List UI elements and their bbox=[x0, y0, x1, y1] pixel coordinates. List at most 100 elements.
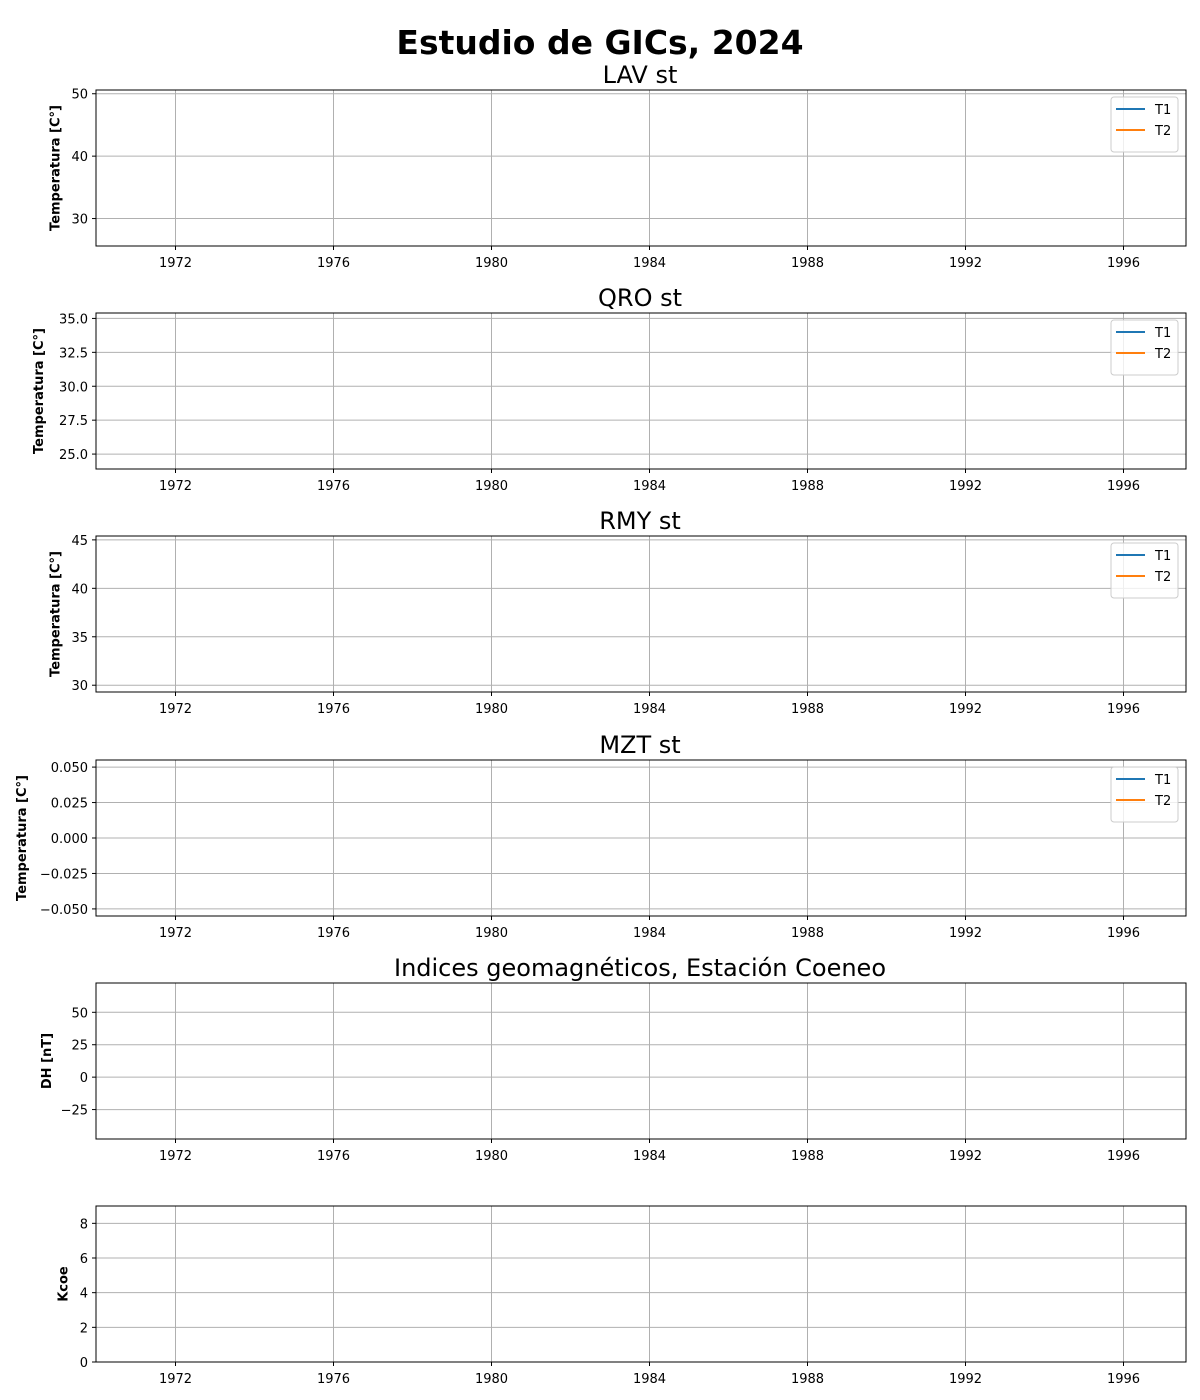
x-tick-label-1976: 1976 bbox=[317, 479, 350, 494]
y-tick-label-3: 40 bbox=[71, 582, 88, 597]
x-tick-label-1984: 1984 bbox=[633, 1149, 666, 1164]
x-tick-label-1988: 1988 bbox=[791, 1372, 824, 1387]
subplot-title: MZT st bbox=[599, 731, 680, 759]
subplots: 1972 1976 1980 1984 1988 1992 1996304050Temper… bbox=[15, 61, 1187, 1387]
legend-label-t1: T1 bbox=[1154, 103, 1171, 118]
y-tick-label-5: 8 bbox=[80, 1217, 88, 1232]
subplot-3: 1972 1976 1980 1984 1988 1992 1996 30 35 40 45 Temp… bbox=[48, 507, 1187, 717]
y-tick-label-4: 0.025 bbox=[51, 797, 88, 812]
y-tick-label-3: 30.0 bbox=[59, 380, 88, 395]
legend-box bbox=[1110, 542, 1179, 599]
y-axis-label: DH [nT] bbox=[40, 1033, 55, 1089]
axes-frame bbox=[95, 89, 1187, 247]
x-tick-label-1976: 1976 bbox=[317, 256, 350, 271]
y-tick-label-1: 30 bbox=[71, 213, 88, 228]
x-tick-label-1972: 1972 bbox=[159, 1372, 192, 1387]
subplot-6: 1972 1976 1980 1984 1988 1992 1996 0 2 4 6 8 Kcoe bbox=[57, 1205, 1187, 1387]
x-tick-label-1996: 1996 bbox=[1107, 1372, 1140, 1387]
x-tick-label-1988: 1988 bbox=[791, 702, 824, 717]
x-tick-label-1980: 1980 bbox=[475, 479, 508, 494]
legend-label-t1: T1 bbox=[1154, 773, 1171, 788]
x-tick-label-1996: 1996 bbox=[1107, 926, 1140, 941]
y-tick-label-2: 2 bbox=[80, 1321, 88, 1336]
x-tick-label-1988: 1988 bbox=[791, 256, 824, 271]
x-tick-label-1976: 1976 bbox=[317, 926, 350, 941]
x-tick-label-1984: 1984 bbox=[633, 926, 666, 941]
x-tick-label-1972: 1972 bbox=[159, 926, 192, 941]
y-axis-label: Temperatura [C°] bbox=[48, 551, 63, 677]
x-tick-label-1988: 1988 bbox=[791, 1149, 824, 1164]
y-tick-label-3: 0.000 bbox=[51, 832, 88, 847]
figure-title: Estudio de GICs, 2024 bbox=[396, 23, 803, 62]
x-tick-label-1992: 1992 bbox=[949, 479, 982, 494]
y-tick-label-1: −0.050 bbox=[40, 903, 88, 918]
y-axis-label: Temperatura [C°] bbox=[32, 328, 47, 454]
x-tick-label-1996: 1996 bbox=[1107, 256, 1140, 271]
subplot-5: 1972 1976 1980 1984 1988 1992 1996 −25 0 25 50 DH [… bbox=[40, 954, 1187, 1164]
y-tick-label-1: 25.0 bbox=[59, 448, 88, 463]
y-tick-label-2: 35 bbox=[71, 631, 88, 646]
x-tick-label-1980: 1980 bbox=[475, 256, 508, 271]
legend-label-t2: T2 bbox=[1154, 570, 1171, 585]
y-tick-label-4: 45 bbox=[71, 534, 88, 549]
x-tick-label-1984: 1984 bbox=[633, 479, 666, 494]
x-tick-label-1976: 1976 bbox=[317, 702, 350, 717]
y-tick-label-2: −0.025 bbox=[40, 867, 88, 882]
legend-label-t2: T2 bbox=[1154, 347, 1171, 362]
y-tick-label-2: 40 bbox=[71, 150, 88, 165]
legend-label-t2: T2 bbox=[1154, 124, 1171, 139]
x-tick-label-1992: 1992 bbox=[949, 1372, 982, 1387]
subplot-title: RMY st bbox=[599, 507, 681, 535]
axes-frame bbox=[95, 535, 1187, 693]
y-tick-label-1: 30 bbox=[71, 679, 88, 694]
subplot-title: QRO st bbox=[598, 284, 682, 312]
y-tick-label-5: 35.0 bbox=[59, 312, 88, 327]
subplot-title: Indices geomagnéticos, Estación Coeneo bbox=[394, 954, 886, 982]
x-tick-label-1988: 1988 bbox=[791, 479, 824, 494]
x-tick-label-1984: 1984 bbox=[633, 1372, 666, 1387]
legend-label-t1: T1 bbox=[1154, 549, 1171, 564]
axes-frame bbox=[95, 312, 1187, 470]
x-tick-label-1984: 1984 bbox=[633, 256, 666, 271]
y-tick-label-3: 25 bbox=[71, 1039, 88, 1054]
subplot-2: 1972 1976 1980 1984 1988 1992 1996 25.0 27.5 30.0… bbox=[32, 284, 1187, 494]
y-axis-label: Kcoe bbox=[57, 1266, 72, 1302]
y-tick-label-3: 4 bbox=[80, 1287, 88, 1302]
x-tick-label-1992: 1992 bbox=[949, 256, 982, 271]
legend-box bbox=[1110, 766, 1179, 823]
x-tick-label-1972: 1972 bbox=[159, 256, 192, 271]
y-tick-label-1: −25 bbox=[61, 1104, 88, 1119]
y-tick-label-2: 0 bbox=[80, 1071, 88, 1086]
x-tick-label-1972: 1972 bbox=[159, 479, 192, 494]
x-tick-label-1976: 1976 bbox=[317, 1149, 350, 1164]
x-tick-label-1980: 1980 bbox=[475, 702, 508, 717]
y-axis-label: Temperatura [C°] bbox=[15, 775, 30, 901]
x-tick-label-1972: 1972 bbox=[159, 1149, 192, 1164]
x-tick-label-1988: 1988 bbox=[791, 926, 824, 941]
y-tick-label-2: 27.5 bbox=[59, 414, 88, 429]
x-tick-label-1996: 1996 bbox=[1107, 1149, 1140, 1164]
x-tick-label-1980: 1980 bbox=[475, 1149, 508, 1164]
x-tick-label-1976: 1976 bbox=[317, 1372, 350, 1387]
x-tick-label-1980: 1980 bbox=[475, 1372, 508, 1387]
x-tick-label-1992: 1992 bbox=[949, 702, 982, 717]
y-tick-label-4: 32.5 bbox=[59, 346, 88, 361]
legend-box bbox=[1110, 96, 1179, 153]
x-tick-label-1992: 1992 bbox=[949, 1149, 982, 1164]
x-tick-label-1972: 1972 bbox=[159, 702, 192, 717]
y-tick-label-5: 0.050 bbox=[51, 761, 88, 776]
x-tick-label-1996: 1996 bbox=[1107, 479, 1140, 494]
axes-frame bbox=[95, 982, 1187, 1140]
x-tick-label-1980: 1980 bbox=[475, 926, 508, 941]
y-tick-label-4: 50 bbox=[71, 1006, 88, 1021]
x-tick-label-1996: 1996 bbox=[1107, 702, 1140, 717]
y-tick-label-3: 50 bbox=[71, 88, 88, 103]
subplot-4: 1972 1976 1980 1984 1988 1992 1996 −0.050 −0.025… bbox=[15, 731, 1187, 941]
legend-box bbox=[1110, 319, 1179, 376]
x-tick-label-1984: 1984 bbox=[633, 702, 666, 717]
